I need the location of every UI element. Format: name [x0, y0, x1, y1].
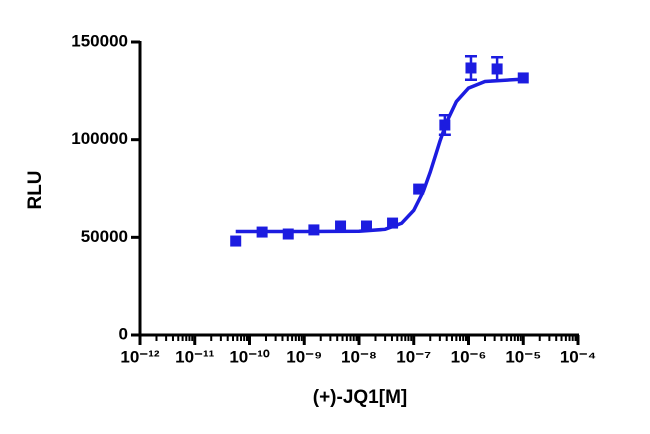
data-point — [413, 183, 425, 195]
x-tick-label: 10⁻⁶ — [451, 347, 487, 366]
y-tick-label: 50000 — [81, 227, 128, 246]
x-tick-label: 10⁻¹¹ — [175, 347, 215, 366]
data-point — [465, 62, 477, 74]
y-tick-label: 150000 — [71, 31, 128, 50]
data-point — [230, 235, 242, 247]
data-point — [387, 217, 399, 229]
x-tick-label: 10⁻⁸ — [341, 347, 377, 366]
data-point — [335, 220, 347, 232]
data-point — [360, 220, 372, 232]
x-tick-label: 10⁻⁵ — [505, 347, 541, 366]
data-point — [517, 72, 529, 84]
x-tick-label: 10⁻¹² — [120, 347, 160, 366]
x-tick-label: 10⁻¹⁰ — [229, 347, 270, 366]
fit-curve — [235, 77, 524, 234]
x-tick-label: 10⁻⁹ — [286, 347, 322, 366]
y-tick-label: 100000 — [71, 129, 128, 148]
x-tick-label: 10⁻⁷ — [396, 347, 431, 366]
x-tick-label: 10⁻⁴ — [560, 347, 596, 366]
data-point — [282, 228, 294, 240]
y-axis-label: RLU — [25, 170, 46, 209]
data-point — [491, 63, 503, 75]
x-axis-label: (+)-JQ1[M] — [313, 387, 407, 408]
y-tick-label: 0 — [119, 324, 128, 343]
